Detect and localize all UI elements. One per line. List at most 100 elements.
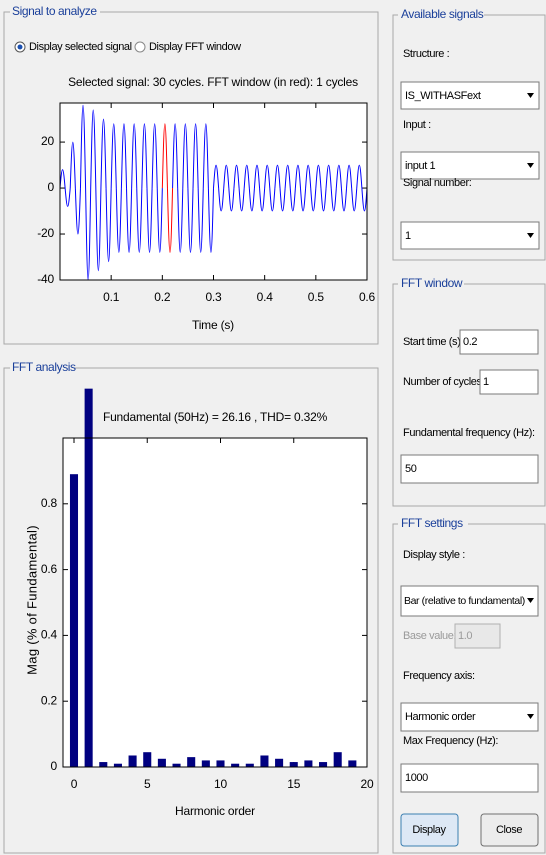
signal-line (225, 164, 230, 189)
input-value: 1 (483, 376, 489, 388)
y-tick-label: 0 (48, 180, 55, 194)
signal-line (143, 123, 148, 189)
signal-line (299, 188, 304, 212)
y-label: Mag (% of Fundamental) (24, 525, 39, 675)
signal-line (64, 188, 69, 207)
signal-line (317, 164, 322, 189)
bar (99, 762, 108, 767)
signal-line (169, 188, 174, 253)
panel-title: Signal to analyze (12, 4, 97, 18)
bar (113, 763, 122, 767)
dropdown[interactable] (400, 151, 540, 180)
panel-title-bg (10, 360, 74, 376)
bar (84, 388, 93, 767)
input-value: 1000 (405, 772, 428, 784)
signal-line (141, 123, 145, 189)
radio-label[interactable]: Display FFT window (149, 41, 241, 53)
text-input[interactable] (459, 329, 539, 355)
signal-line (330, 188, 335, 212)
signal-line (92, 109, 97, 189)
signal-line (230, 188, 235, 212)
plot-title: Selected signal: 30 cycles. FFT window (… (68, 75, 358, 89)
button[interactable] (400, 813, 459, 847)
signal-line (356, 164, 360, 189)
label: Max Frequency (Hz): (403, 735, 498, 747)
signal-line (302, 188, 307, 212)
radio[interactable] (134, 41, 146, 53)
plot-title: Fundamental (50Hz) = 26.16 , THD= 0.32% (103, 410, 328, 424)
signal-line (79, 104, 84, 189)
signal-line (284, 164, 289, 189)
signal-line (85, 188, 89, 281)
signal-line (210, 188, 214, 253)
input-value: 1.0 (458, 630, 472, 642)
signal-line (159, 188, 163, 253)
signal-line (164, 123, 168, 189)
dropdown-value: input 1 (405, 160, 436, 172)
signal-line (67, 188, 71, 207)
signal-line (118, 188, 122, 253)
bar (289, 762, 298, 767)
signal-line (325, 164, 330, 189)
dropdown-arrow (527, 598, 534, 603)
signal-line (282, 188, 286, 212)
signal-line (315, 164, 319, 189)
signal-line (289, 188, 294, 212)
signal-line (320, 188, 325, 212)
y-tick-label: 0.2 (41, 693, 58, 707)
signal-line (74, 188, 79, 235)
signal-line (166, 188, 171, 253)
signal-line (310, 188, 314, 212)
text-input[interactable] (400, 763, 539, 793)
signal-line (205, 123, 209, 189)
signal-line (246, 164, 250, 189)
dropdown-arrow (527, 714, 534, 719)
signal-line (146, 188, 151, 253)
dropdown[interactable] (400, 702, 539, 732)
radio-label[interactable]: Display selected signal (29, 41, 132, 53)
signal-line (248, 188, 253, 212)
signal-line (172, 123, 176, 189)
dropdown-arrow (527, 163, 534, 168)
signal-line (323, 188, 327, 212)
signal-line (264, 164, 268, 189)
signal-line (328, 164, 332, 189)
panel-title-bg (10, 4, 100, 20)
x-tick-label: 0.5 (308, 290, 325, 304)
x-tick-label: 10 (214, 777, 227, 791)
signal-line (195, 123, 199, 189)
label: Input : (403, 119, 431, 131)
signal-line (220, 188, 225, 212)
dropdown-value: IS_WITHASFext (405, 90, 481, 102)
panel-title: FFT settings (401, 516, 463, 530)
signal-line (207, 188, 212, 253)
signal-line (197, 188, 202, 253)
dropdown[interactable] (400, 221, 540, 250)
bar (275, 758, 284, 767)
x-tick-label: 0.6 (359, 290, 376, 304)
bar (216, 760, 225, 767)
signal-line (269, 188, 273, 212)
button[interactable] (480, 813, 539, 847)
bar (304, 760, 313, 767)
signal-line (253, 164, 258, 189)
button-label[interactable]: Display (412, 824, 447, 836)
text-input[interactable] (479, 369, 539, 395)
signal-line (259, 188, 263, 212)
signal-plot: Selected signal: 30 cycles. FFT window (… (37, 75, 376, 332)
button-label[interactable]: Close (496, 824, 523, 836)
signal-line (241, 188, 245, 212)
dropdown[interactable] (400, 585, 539, 617)
y-tick-label: 0.4 (41, 628, 58, 642)
signal-line (69, 141, 74, 189)
signal-line (256, 164, 261, 189)
text-input[interactable] (400, 454, 539, 484)
signal-line (338, 164, 342, 189)
bar (187, 757, 196, 767)
signal-line (233, 164, 238, 189)
fft-plot: Fundamental (50Hz) = 26.16 , THD= 0.32% … (24, 388, 374, 818)
signal-line (126, 188, 130, 253)
text-input[interactable] (454, 623, 501, 649)
signal-line (294, 164, 299, 189)
dropdown[interactable] (400, 81, 540, 110)
